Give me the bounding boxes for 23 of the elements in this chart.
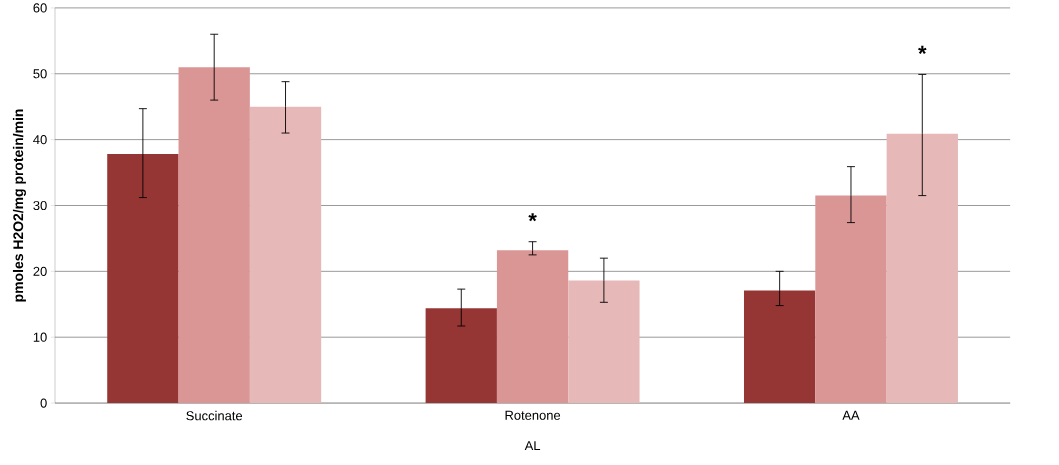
y-tick-label: 30 xyxy=(33,200,47,211)
y-tick-label: 60 xyxy=(33,3,47,13)
y-tick-label: 0 xyxy=(40,398,47,408)
x-axis-title: AL xyxy=(524,441,541,451)
annotation: * xyxy=(528,213,537,222)
bar xyxy=(425,308,497,404)
bar xyxy=(743,290,816,404)
x-tick-label: Rotenone xyxy=(505,410,561,420)
bar xyxy=(107,154,179,404)
y-tick-label: 50 xyxy=(33,69,47,79)
bar xyxy=(886,133,958,404)
y-tick-label: 10 xyxy=(33,332,47,342)
bar xyxy=(568,280,640,404)
annotation: * xyxy=(918,45,927,54)
bar xyxy=(496,250,569,404)
bar xyxy=(815,195,887,404)
bar xyxy=(249,106,322,404)
x-tick-label: AA xyxy=(842,410,860,420)
y-axis-title: pmoles H2O2/mg protein/min xyxy=(12,109,26,302)
y-tick-label: 20 xyxy=(33,266,47,276)
bar xyxy=(178,67,250,404)
y-tick-label: 40 xyxy=(33,135,47,145)
x-tick-label: Succinate xyxy=(186,410,243,421)
